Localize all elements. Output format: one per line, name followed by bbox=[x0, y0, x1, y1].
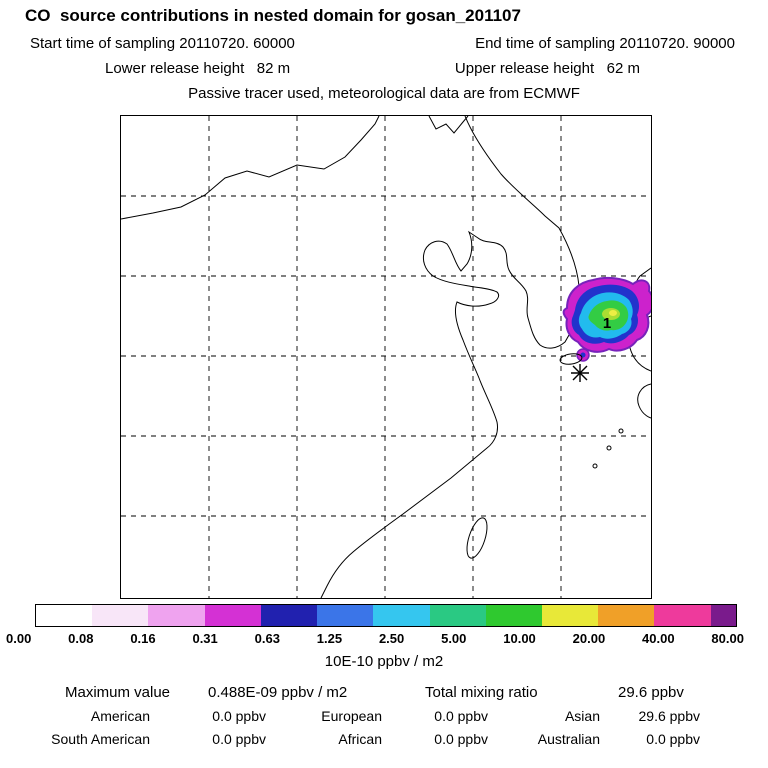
colorbar-label: 2.50 bbox=[378, 631, 405, 646]
map-canvas: 1 bbox=[121, 116, 651, 598]
contribution-region: American bbox=[90, 708, 150, 724]
tracer-note-line: Passive tracer used, meteorological data… bbox=[0, 85, 768, 102]
colorbar-segment bbox=[92, 605, 149, 626]
colorbar-segment bbox=[485, 605, 542, 626]
colorbar-label: 20.00 bbox=[572, 631, 606, 646]
ryukyu-islands bbox=[592, 428, 624, 469]
colorbar-label: 40.00 bbox=[642, 631, 675, 646]
contribution-region: European bbox=[321, 708, 382, 724]
colorbar-segment bbox=[36, 605, 93, 626]
total-mixing-ratio-label: Total mixing ratio bbox=[425, 684, 538, 701]
colorbar-label: 1.25 bbox=[316, 631, 343, 646]
map-frame: 1 bbox=[120, 115, 652, 599]
colorbar-labels: 0.00 0.08 0.16 0.31 0.63 1.25 2.50 5.00 10.00 20.… bbox=[6, 631, 744, 646]
kyushu-south-coast bbox=[637, 383, 651, 419]
contribution-region: South American bbox=[51, 731, 150, 747]
tracer-note: Passive tracer used, meteorological data… bbox=[188, 85, 580, 102]
upper-release-height: Upper release height 62 m bbox=[454, 60, 640, 77]
sampling-start: Start time of sampling 20110720. 60000 bbox=[30, 35, 295, 52]
plume-label: 1 bbox=[603, 315, 611, 332]
contribution-value: 0.0 ppbv bbox=[434, 708, 488, 724]
plot-title: CO source contributions in nested domain… bbox=[25, 6, 521, 25]
contribution-value: 0.0 ppbv bbox=[646, 731, 700, 747]
contribution-value: 0.0 ppbv bbox=[434, 731, 488, 747]
colorbar-units: 10E-10 ppbv / m2 bbox=[324, 653, 444, 670]
sampling-end: End time of sampling 20110720. 90000 bbox=[475, 35, 735, 52]
colorbar-segment bbox=[204, 605, 261, 626]
colorbar bbox=[35, 604, 737, 627]
contribution-value: 0.0 ppbv bbox=[212, 708, 266, 724]
plume: 1 bbox=[562, 276, 651, 362]
colorbar-label: 0.63 bbox=[254, 631, 280, 646]
contribution-grid: American 0.0 ppbv European 0.0 ppbv Asian 29.… bbox=[40, 708, 700, 747]
colorbar-label: 80.00 bbox=[711, 631, 744, 646]
colorbar-segment bbox=[598, 605, 655, 626]
map-grid bbox=[121, 116, 651, 598]
colorbar-segment bbox=[373, 605, 430, 626]
contribution-region: African bbox=[338, 731, 382, 747]
country-border bbox=[121, 116, 380, 220]
colorbar-segment bbox=[429, 605, 486, 626]
contribution-value: 29.6 ppbv bbox=[638, 708, 701, 724]
lower-release-height: Lower release height 82 m bbox=[105, 60, 291, 77]
colorbar-label: 0.08 bbox=[68, 631, 94, 646]
colorbar-label: 0.31 bbox=[192, 631, 218, 646]
colorbar-label: 0.00 bbox=[6, 631, 32, 646]
colorbar-segment bbox=[148, 605, 205, 626]
maximum-value-label: Maximum value bbox=[65, 684, 171, 701]
coastline bbox=[320, 116, 580, 598]
plume-level-6 bbox=[609, 310, 617, 316]
colorbar-segment bbox=[541, 605, 599, 626]
station-asterisk-marker bbox=[571, 364, 589, 382]
colorbar-label: 10.00 bbox=[503, 631, 536, 646]
colorbar-label: 5.00 bbox=[441, 631, 467, 646]
colorbar-segment bbox=[654, 605, 711, 626]
contribution-region: Asian bbox=[564, 708, 600, 724]
release-heights-line: Lower release height 82 m Upper release … bbox=[105, 60, 640, 77]
total-mixing-ratio-value: 29.6 ppbv bbox=[618, 684, 684, 701]
sampling-times-line: Start time of sampling 20110720. 60000 E… bbox=[30, 35, 735, 52]
jeju-island bbox=[559, 353, 583, 365]
colorbar-segment bbox=[260, 605, 318, 626]
maximum-value: 0.488E-09 ppbv / m2 bbox=[208, 684, 348, 701]
coastline-zigzag-north bbox=[428, 116, 469, 134]
contribution-value: 0.0 ppbv bbox=[212, 731, 266, 747]
colorbar-segment bbox=[317, 605, 374, 626]
taiwan-island bbox=[466, 517, 488, 559]
colorbar-segment bbox=[710, 605, 736, 626]
contribution-region: Australian bbox=[537, 731, 600, 747]
colorbar-label: 0.16 bbox=[130, 631, 156, 646]
